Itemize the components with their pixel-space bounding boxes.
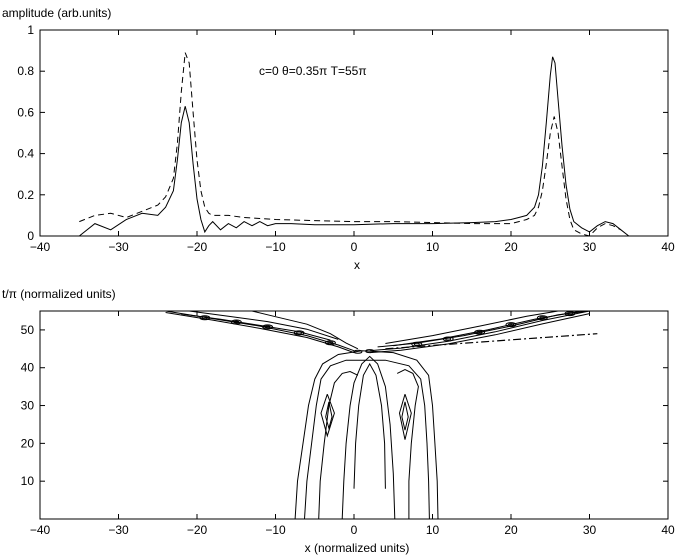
top-xtick-label: −40 — [30, 240, 51, 254]
contour-island — [505, 322, 517, 328]
contour-island — [474, 329, 486, 335]
contour-island — [233, 320, 240, 324]
top-ticks: −40 −30 −20 −10 0 10 20 30 40 0 0.2 0.4 0.6 0.8 1 — [17, 23, 675, 254]
contour-island — [413, 342, 420, 346]
dashdot-line — [385, 333, 598, 350]
dashed-series-line — [79, 52, 622, 237]
contour-level — [341, 355, 396, 520]
contour-level — [318, 370, 359, 520]
bottom-xlabel: x (normalized units) — [305, 541, 410, 555]
contour-beam — [385, 310, 559, 344]
contour-island — [320, 394, 335, 438]
contour-beam — [393, 310, 582, 347]
top-xtick-label: 10 — [426, 240, 440, 254]
contour-island — [536, 315, 548, 321]
top-ylabel: amplitude (arb.units) — [2, 6, 111, 20]
bottom-ytick-label: 20 — [21, 436, 35, 450]
top-ytick-label: 0.4 — [17, 147, 34, 161]
contour-island — [476, 330, 483, 334]
contour-island — [564, 311, 576, 317]
contour-island — [411, 341, 423, 347]
top-xtick-label: −10 — [265, 240, 286, 254]
contour-level — [294, 350, 439, 520]
solid-series-line — [78, 56, 630, 237]
contour-beam — [251, 310, 359, 350]
bottom-plot-frame — [39, 310, 669, 520]
top-xtick-label: −30 — [108, 240, 129, 254]
contour-island — [264, 325, 271, 329]
contour-island — [445, 337, 452, 341]
contour-island — [296, 331, 303, 335]
contour-beam — [369, 313, 590, 354]
contour-island — [201, 316, 208, 320]
bottom-xtick-label: −20 — [187, 523, 208, 537]
bottom-xtick-label: −30 — [108, 523, 129, 537]
contour-island — [398, 394, 412, 440]
contour-island — [230, 319, 242, 325]
contour-island — [325, 401, 333, 431]
contour-island — [353, 349, 363, 354]
contour-island — [566, 312, 573, 316]
contour-level — [396, 369, 419, 519]
contour-island — [539, 316, 546, 320]
top-xtick-label: 20 — [504, 240, 518, 254]
bottom-xtick-label: 10 — [426, 523, 440, 537]
bottom-contours — [165, 310, 598, 520]
top-xtick-label: 0 — [351, 240, 358, 254]
contour-level — [353, 362, 386, 489]
bottom-xtick-label: 0 — [351, 523, 358, 537]
contour-island — [401, 401, 409, 431]
bottom-ytick-label: 10 — [21, 474, 35, 488]
top-ytick-label: 0 — [27, 229, 34, 243]
contour-beam — [165, 312, 355, 354]
bottom-xtick-label: 20 — [504, 523, 518, 537]
top-plot-frame — [39, 29, 669, 237]
top-xtick-label: −20 — [187, 240, 208, 254]
contour-island — [199, 315, 211, 321]
top-xlabel: x — [354, 258, 360, 272]
contour-level — [304, 359, 430, 520]
bottom-ytick-label: 30 — [21, 399, 35, 413]
top-xtick-label: 40 — [661, 240, 675, 254]
contour-island — [442, 336, 454, 342]
contour-island — [262, 324, 274, 330]
bottom-ticks: −40 −30 −20 −10 0 10 20 30 40 10 20 30 40 50 — [21, 311, 675, 537]
top-ytick-label: 0.8 — [17, 64, 34, 78]
bottom-xtick-label: 40 — [661, 523, 675, 537]
top-ytick-label: 0.6 — [17, 105, 34, 119]
top-ytick-label: 1 — [27, 23, 34, 37]
bottom-xtick-label: −10 — [265, 523, 286, 537]
top-annotation: c=0 θ=0.35π T=55π — [259, 64, 367, 78]
contour-beam — [369, 310, 590, 352]
contour-island — [293, 330, 305, 336]
bottom-ylabel: t/π (normalized units) — [2, 287, 116, 301]
top-ytick-label: 0.2 — [17, 188, 34, 202]
bottom-ytick-label: 50 — [21, 323, 35, 337]
contour-island — [508, 323, 514, 327]
bottom-xtick-label: 30 — [583, 523, 597, 537]
top-series — [78, 52, 630, 237]
bottom-xtick-label: −40 — [30, 523, 51, 537]
contour-island — [327, 341, 334, 345]
contour-island — [365, 349, 375, 354]
bottom-ytick-label: 40 — [21, 361, 35, 375]
contour-island — [324, 340, 336, 346]
top-xtick-label: 30 — [583, 240, 597, 254]
contour-beam — [189, 310, 339, 340]
